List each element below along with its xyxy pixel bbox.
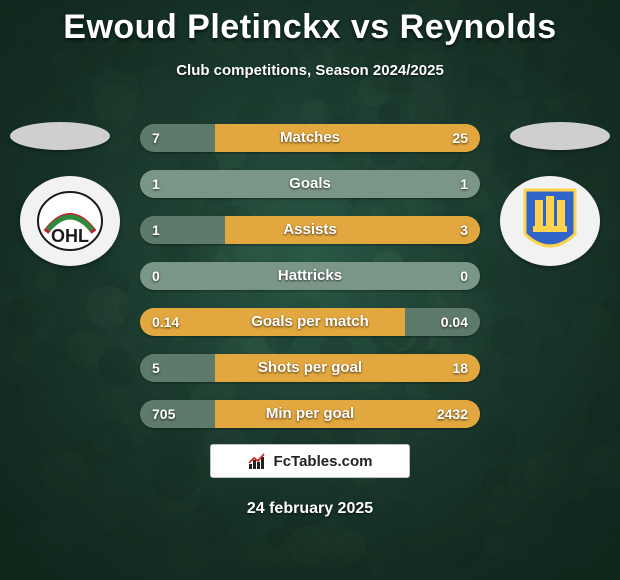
stat-value-left: 0 bbox=[140, 262, 172, 290]
stat-row: 13Assists bbox=[140, 216, 480, 244]
branding-badge: FcTables.com bbox=[210, 444, 410, 478]
stat-row: 725Matches bbox=[140, 124, 480, 152]
stat-value-left: 705 bbox=[140, 400, 187, 428]
club-left-badge: OHL bbox=[20, 176, 120, 266]
fctables-logo-icon bbox=[248, 452, 268, 470]
stat-value-left: 1 bbox=[140, 170, 172, 198]
stat-row: 11Goals bbox=[140, 170, 480, 198]
stat-value-left: 5 bbox=[140, 354, 172, 382]
stat-value-left: 1 bbox=[140, 216, 172, 244]
stat-row: 00Hattricks bbox=[140, 262, 480, 290]
stat-row: 0.140.04Goals per match bbox=[140, 308, 480, 336]
stat-value-right: 2432 bbox=[425, 400, 480, 428]
club-right-badge bbox=[500, 176, 600, 266]
stat-value-right: 3 bbox=[448, 216, 480, 244]
stat-value-right: 0.04 bbox=[429, 308, 480, 336]
stat-row: 7052432Min per goal bbox=[140, 400, 480, 428]
svg-text:OHL: OHL bbox=[51, 226, 89, 246]
stat-value-right: 18 bbox=[440, 354, 480, 382]
branding-text: FcTables.com bbox=[274, 453, 373, 470]
stat-value-right: 25 bbox=[440, 124, 480, 152]
stat-bar-right bbox=[225, 216, 480, 244]
westerlo-crest-icon bbox=[520, 186, 580, 256]
subtitle: Club competitions, Season 2024/2025 bbox=[0, 62, 620, 79]
date-label: 24 february 2025 bbox=[0, 500, 620, 518]
stats-container: 725Matches11Goals13Assists00Hattricks0.1… bbox=[140, 124, 480, 428]
comparison-infographic: Ewoud Pletinckx vs Reynolds Club competi… bbox=[0, 0, 620, 580]
ohl-logo-icon: OHL bbox=[36, 190, 104, 252]
player-right-kit-ellipse bbox=[510, 122, 610, 150]
page-title: Ewoud Pletinckx vs Reynolds bbox=[0, 8, 620, 47]
stat-value-right: 0 bbox=[448, 262, 480, 290]
stat-value-left: 0.14 bbox=[140, 308, 191, 336]
stat-value-left: 7 bbox=[140, 124, 172, 152]
stat-row: 518Shots per goal bbox=[140, 354, 480, 382]
stat-value-right: 1 bbox=[448, 170, 480, 198]
player-left-kit-ellipse bbox=[10, 122, 110, 150]
